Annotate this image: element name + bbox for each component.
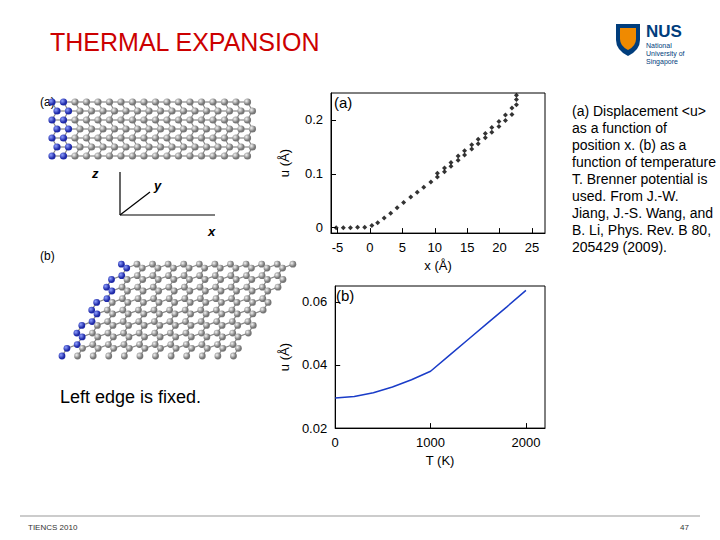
svg-text:0.06: 0.06 bbox=[302, 294, 327, 309]
html-text:THERMAL EXPANSION: THERMAL EXPANSION bbox=[50, 28, 320, 56]
svg-text:25: 25 bbox=[525, 240, 539, 255]
svg-text:0: 0 bbox=[316, 220, 323, 235]
svg-text:0.02: 0.02 bbox=[302, 421, 327, 436]
svg-text:(b): (b) bbox=[40, 249, 55, 263]
svg-text:z: z bbox=[91, 166, 99, 181]
svg-text:0: 0 bbox=[332, 435, 339, 450]
html-text:National University of Singapo: National University of Singapore bbox=[646, 42, 685, 65]
svg-text:u (Å): u (Å) bbox=[277, 149, 292, 177]
svg-text:0.1: 0.1 bbox=[305, 166, 323, 181]
svg-text:(a): (a) bbox=[40, 95, 55, 109]
svg-text:u (Å): u (Å) bbox=[277, 343, 292, 371]
html-text:Left edge is fixed.: Left edge is fixed. bbox=[60, 387, 202, 407]
svg-text:20: 20 bbox=[492, 240, 506, 255]
svg-text:5: 5 bbox=[399, 240, 406, 255]
svg-text:x (Å): x (Å) bbox=[424, 258, 451, 273]
svg-text:15: 15 bbox=[460, 240, 474, 255]
svg-text:0: 0 bbox=[366, 240, 373, 255]
svg-text:-5: -5 bbox=[332, 240, 344, 255]
html-text:(a) Displacement <u> as a func: (a) Displacement <u> as a function of po… bbox=[572, 103, 716, 255]
svg-text:2000: 2000 bbox=[511, 435, 540, 450]
svg-text:1000: 1000 bbox=[416, 435, 445, 450]
svg-text:x: x bbox=[207, 224, 216, 239]
svg-text:0.2: 0.2 bbox=[305, 112, 323, 127]
svg-text:y: y bbox=[153, 178, 162, 193]
html-text:TIENCS 2010: TIENCS 2010 bbox=[28, 523, 78, 532]
html-text:NUS: NUS bbox=[646, 22, 682, 41]
svg-text:T (K): T (K) bbox=[426, 453, 455, 468]
html-text:47: 47 bbox=[680, 523, 689, 532]
svg-text:0.04: 0.04 bbox=[302, 357, 327, 372]
svg-text:(a): (a) bbox=[334, 94, 352, 111]
svg-text:10: 10 bbox=[428, 240, 442, 255]
svg-text:(b): (b) bbox=[336, 287, 354, 304]
